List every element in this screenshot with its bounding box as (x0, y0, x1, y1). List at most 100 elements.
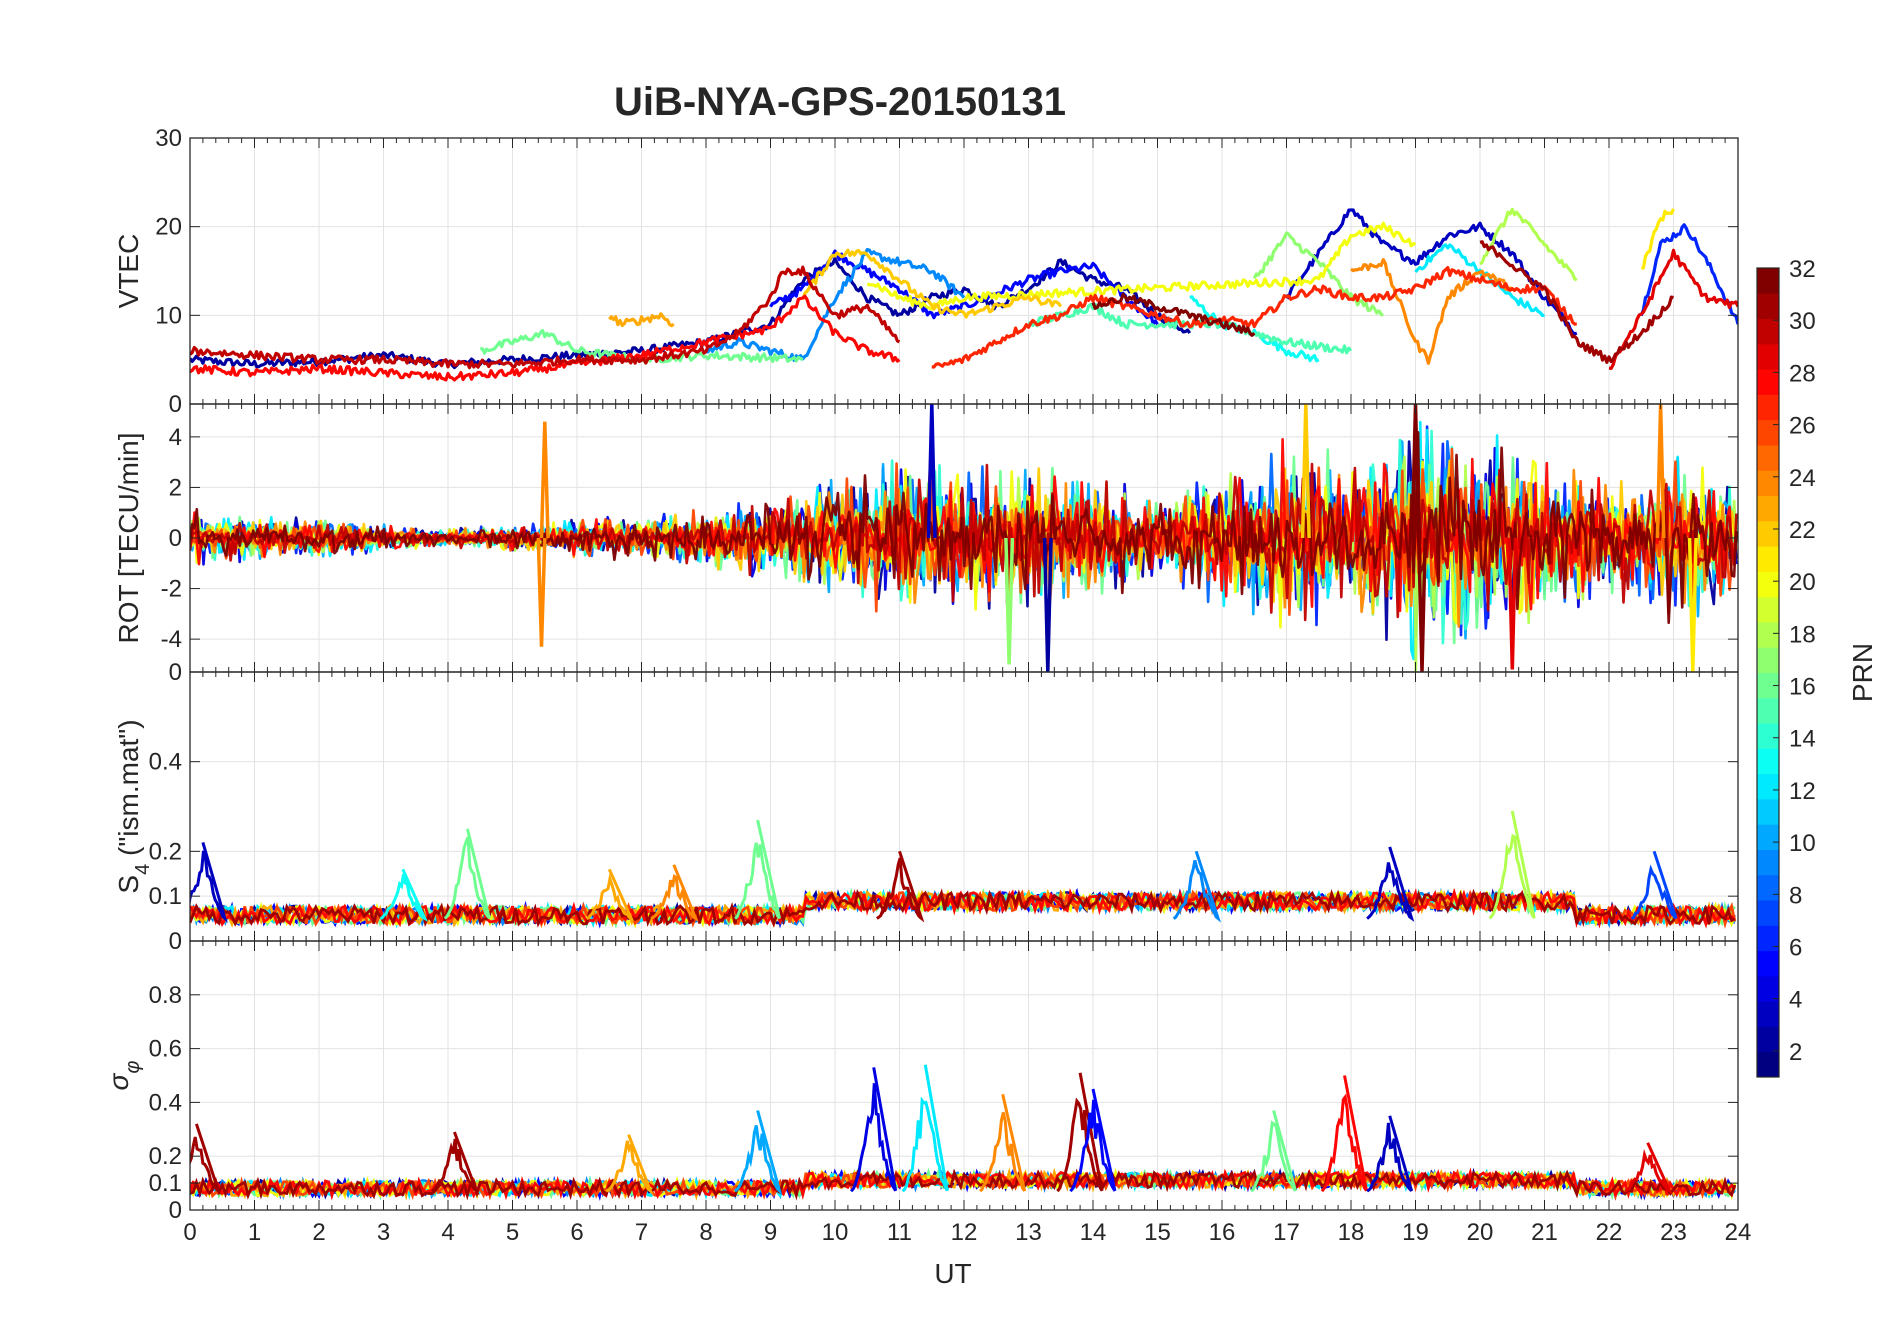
colorbar-swatch (1757, 849, 1779, 876)
series-line-prn-31 (190, 888, 1736, 928)
panel-4: 00.10.2 0.4 0.6 0.8 σφ (103, 940, 1739, 1224)
spike-prn-9 (1172, 850, 1222, 923)
spike-prn-22 (1300, 404, 1311, 539)
spike-prn-16 (443, 828, 491, 920)
y-tick-label: 0 (169, 659, 182, 686)
y-tick-label: 0.6 (149, 1036, 182, 1063)
colorbar-tick-label: 2 (1789, 1039, 1802, 1066)
colorbar-swatch (1757, 343, 1779, 370)
series-line-prn-9 (705, 247, 966, 362)
y-tick-label: 0 (169, 525, 182, 552)
colorbar-swatch (1757, 621, 1779, 648)
spike-prn-17 (1004, 537, 1015, 665)
colorbar-tick-label: 10 (1789, 830, 1816, 857)
colorbar-tick-label: 32 (1789, 256, 1816, 283)
colorbar-tick-label: 28 (1789, 360, 1816, 387)
x-tick-label: 6 (570, 1219, 583, 1246)
series-line-prn-24 (1350, 258, 1513, 365)
x-tick-label: 12 (951, 1219, 978, 1246)
panel-1: 0 10 20 30 VTEC (113, 125, 1739, 418)
spike-prn-3 (1366, 846, 1415, 922)
colorbar-swatch (1757, 773, 1779, 800)
y-tick-label: 20 (155, 214, 182, 241)
x-tick-label: 11 (887, 1219, 912, 1246)
colorbar-swatch (1757, 647, 1779, 673)
spike-prn-3 (1366, 1115, 1414, 1193)
series-line-prn-28 (190, 294, 901, 382)
spike-prn-12 (901, 1064, 949, 1193)
colorbar-swatch (1757, 293, 1779, 320)
ticks: 0 10 20 30 (155, 125, 1739, 418)
colorbar-swatch (1757, 723, 1779, 749)
spike-prn-29 (1624, 1142, 1673, 1195)
colorbar-swatch (1757, 419, 1779, 446)
y-tick-label: 0.1 (149, 1170, 182, 1197)
series-line-prn-12 (1414, 243, 1545, 318)
panel-2: -4 -2 0 2 4 ROT [TECU/min] (113, 403, 1739, 673)
colorbar-swatch (1757, 1026, 1779, 1053)
colorbar-tick-label: 18 (1789, 621, 1816, 648)
y-axis-label: VTEC (113, 234, 144, 309)
colorbar-swatch (1757, 268, 1779, 294)
spike-prn-24 (650, 864, 699, 922)
colorbar-swatch (1757, 950, 1779, 977)
ticks: -4 -2 0 2 4 (161, 404, 1739, 672)
series-group (190, 1064, 1737, 1202)
spike-prn-31 (431, 1131, 480, 1196)
x-tick-label: 16 (1209, 1219, 1236, 1246)
x-tick-label: 13 (1015, 1219, 1042, 1246)
colorbar-swatch (1757, 596, 1779, 623)
series-group (190, 207, 1738, 382)
colorbar-tick-label: 8 (1789, 882, 1802, 909)
colorbar-swatch (1757, 369, 1779, 395)
spike-prn-5 (1069, 1088, 1117, 1193)
series-line-prn-18 (1479, 207, 1578, 282)
x-tick-label: 4 (441, 1219, 454, 1246)
series-line-prn-31 (1479, 240, 1674, 364)
colorbar-tick-label: 12 (1789, 778, 1816, 805)
series-line-prn-29 (1608, 248, 1738, 370)
series-line-prn-30 (190, 265, 901, 370)
colorbar-swatch (1757, 672, 1779, 699)
y-tick-label: 0.8 (149, 982, 182, 1009)
colorbar-tick-label: 26 (1789, 413, 1816, 440)
x-tick-label: 23 (1660, 1219, 1687, 1246)
x-tick-label: 0 (183, 1219, 196, 1246)
spike-prn-7 (1630, 850, 1678, 920)
x-tick-label: 7 (635, 1219, 648, 1246)
spike-prn-13 (379, 868, 428, 922)
series-line-prn-6 (1639, 223, 1738, 325)
ticks: 00.10.2 0.4 0.6 0.8 (149, 941, 1739, 1224)
y-tick-label: -2 (161, 576, 182, 603)
spike-prn-16 (1250, 1110, 1297, 1193)
colorbar-swatch (1757, 697, 1779, 724)
colorbar-swatch (1757, 798, 1779, 825)
y-tick-label: 4 (169, 424, 182, 451)
series-line-prn-20 (866, 221, 1417, 311)
colorbar-swatch (1757, 874, 1779, 901)
y-tick-label: 10 (155, 302, 182, 329)
x-tick-label: 9 (764, 1219, 777, 1246)
series-line-prn-32 (1091, 292, 1256, 337)
y-tick-label: 0.2 (149, 1143, 182, 1170)
series-group (190, 404, 1738, 672)
x-tick-label: 1 (248, 1219, 261, 1246)
spike-prn-23 (586, 868, 635, 922)
colorbar-tick-label: 20 (1789, 569, 1816, 596)
chart-title: UiB-NYA-GPS-20150131 (614, 80, 1066, 124)
ticks: 0 0.1 0.2 0.4 0 (149, 659, 1739, 955)
colorbar-swatch (1757, 520, 1779, 547)
spike-prn-32 (1410, 404, 1421, 539)
x-axis-label: UT (934, 1258, 971, 1289)
spike-prn-32 (1416, 537, 1427, 672)
colorbar-swatch (1757, 444, 1779, 471)
series-line-prn-32 (190, 431, 1738, 625)
x-tick-label: 14 (1080, 1219, 1107, 1246)
colorbar-swatch (1757, 824, 1779, 850)
spike-prn-24 (979, 1093, 1027, 1193)
series-line-prn-5 (769, 249, 1159, 326)
spike-prn-31 (876, 850, 925, 923)
spike-prn-29 (1507, 537, 1518, 670)
